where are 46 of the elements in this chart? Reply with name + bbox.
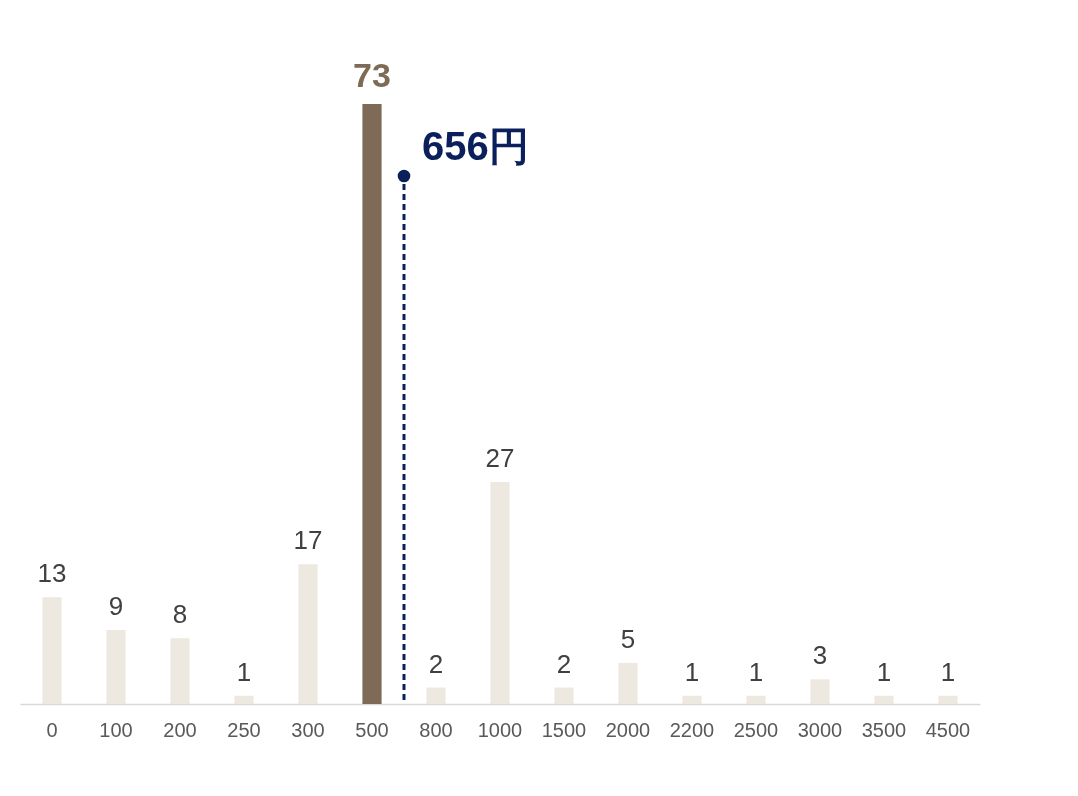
bar (810, 679, 830, 704)
bar (362, 104, 382, 704)
x-tick-label: 250 (227, 718, 261, 741)
x-tick-label: 3000 (797, 718, 843, 741)
bar (298, 564, 318, 704)
data-label: 9 (108, 591, 124, 622)
data-label: 13 (37, 558, 67, 589)
data-label: 73 (353, 56, 391, 94)
bar (426, 687, 446, 704)
bar (170, 638, 190, 704)
x-tick-label: 4500 (925, 718, 971, 741)
bar (490, 482, 510, 704)
data-label: 2 (428, 648, 444, 679)
bar (618, 662, 638, 704)
data-label: 1 (748, 656, 764, 687)
data-label: 3 (812, 640, 828, 671)
data-label: 5 (620, 623, 636, 654)
bar (874, 695, 894, 704)
bar (106, 630, 126, 704)
annotation: 656円 (422, 124, 529, 168)
x-tick-label: 2000 (605, 718, 651, 741)
data-label: 1 (684, 656, 700, 687)
x-tick-label: 1500 (541, 718, 587, 741)
x-tick-label: 2500 (733, 718, 779, 741)
data-label: 1 (876, 656, 892, 687)
bar (938, 695, 958, 704)
data-label: 2 (556, 648, 572, 679)
bar (746, 695, 766, 704)
data-label: 8 (172, 599, 188, 630)
data-label: 27 (485, 443, 515, 474)
x-tick-label: 500 (355, 718, 389, 741)
x-tick-label: 1000 (477, 718, 523, 741)
x-tick-label: 100 (99, 718, 133, 741)
bar (682, 695, 702, 704)
x-tick-label: 300 (291, 718, 325, 741)
bar (554, 687, 574, 704)
x-tick-label: 200 (163, 718, 197, 741)
x-tick-label: 3500 (861, 718, 907, 741)
data-label: 17 (293, 525, 323, 556)
bar (42, 597, 62, 704)
bar (234, 695, 254, 704)
x-tick-label: 0 (46, 718, 58, 741)
x-tick-label: 2200 (669, 718, 715, 741)
x-tick-label: 800 (419, 718, 453, 741)
data-label: 1 (236, 656, 252, 687)
data-label: 1 (940, 656, 956, 687)
